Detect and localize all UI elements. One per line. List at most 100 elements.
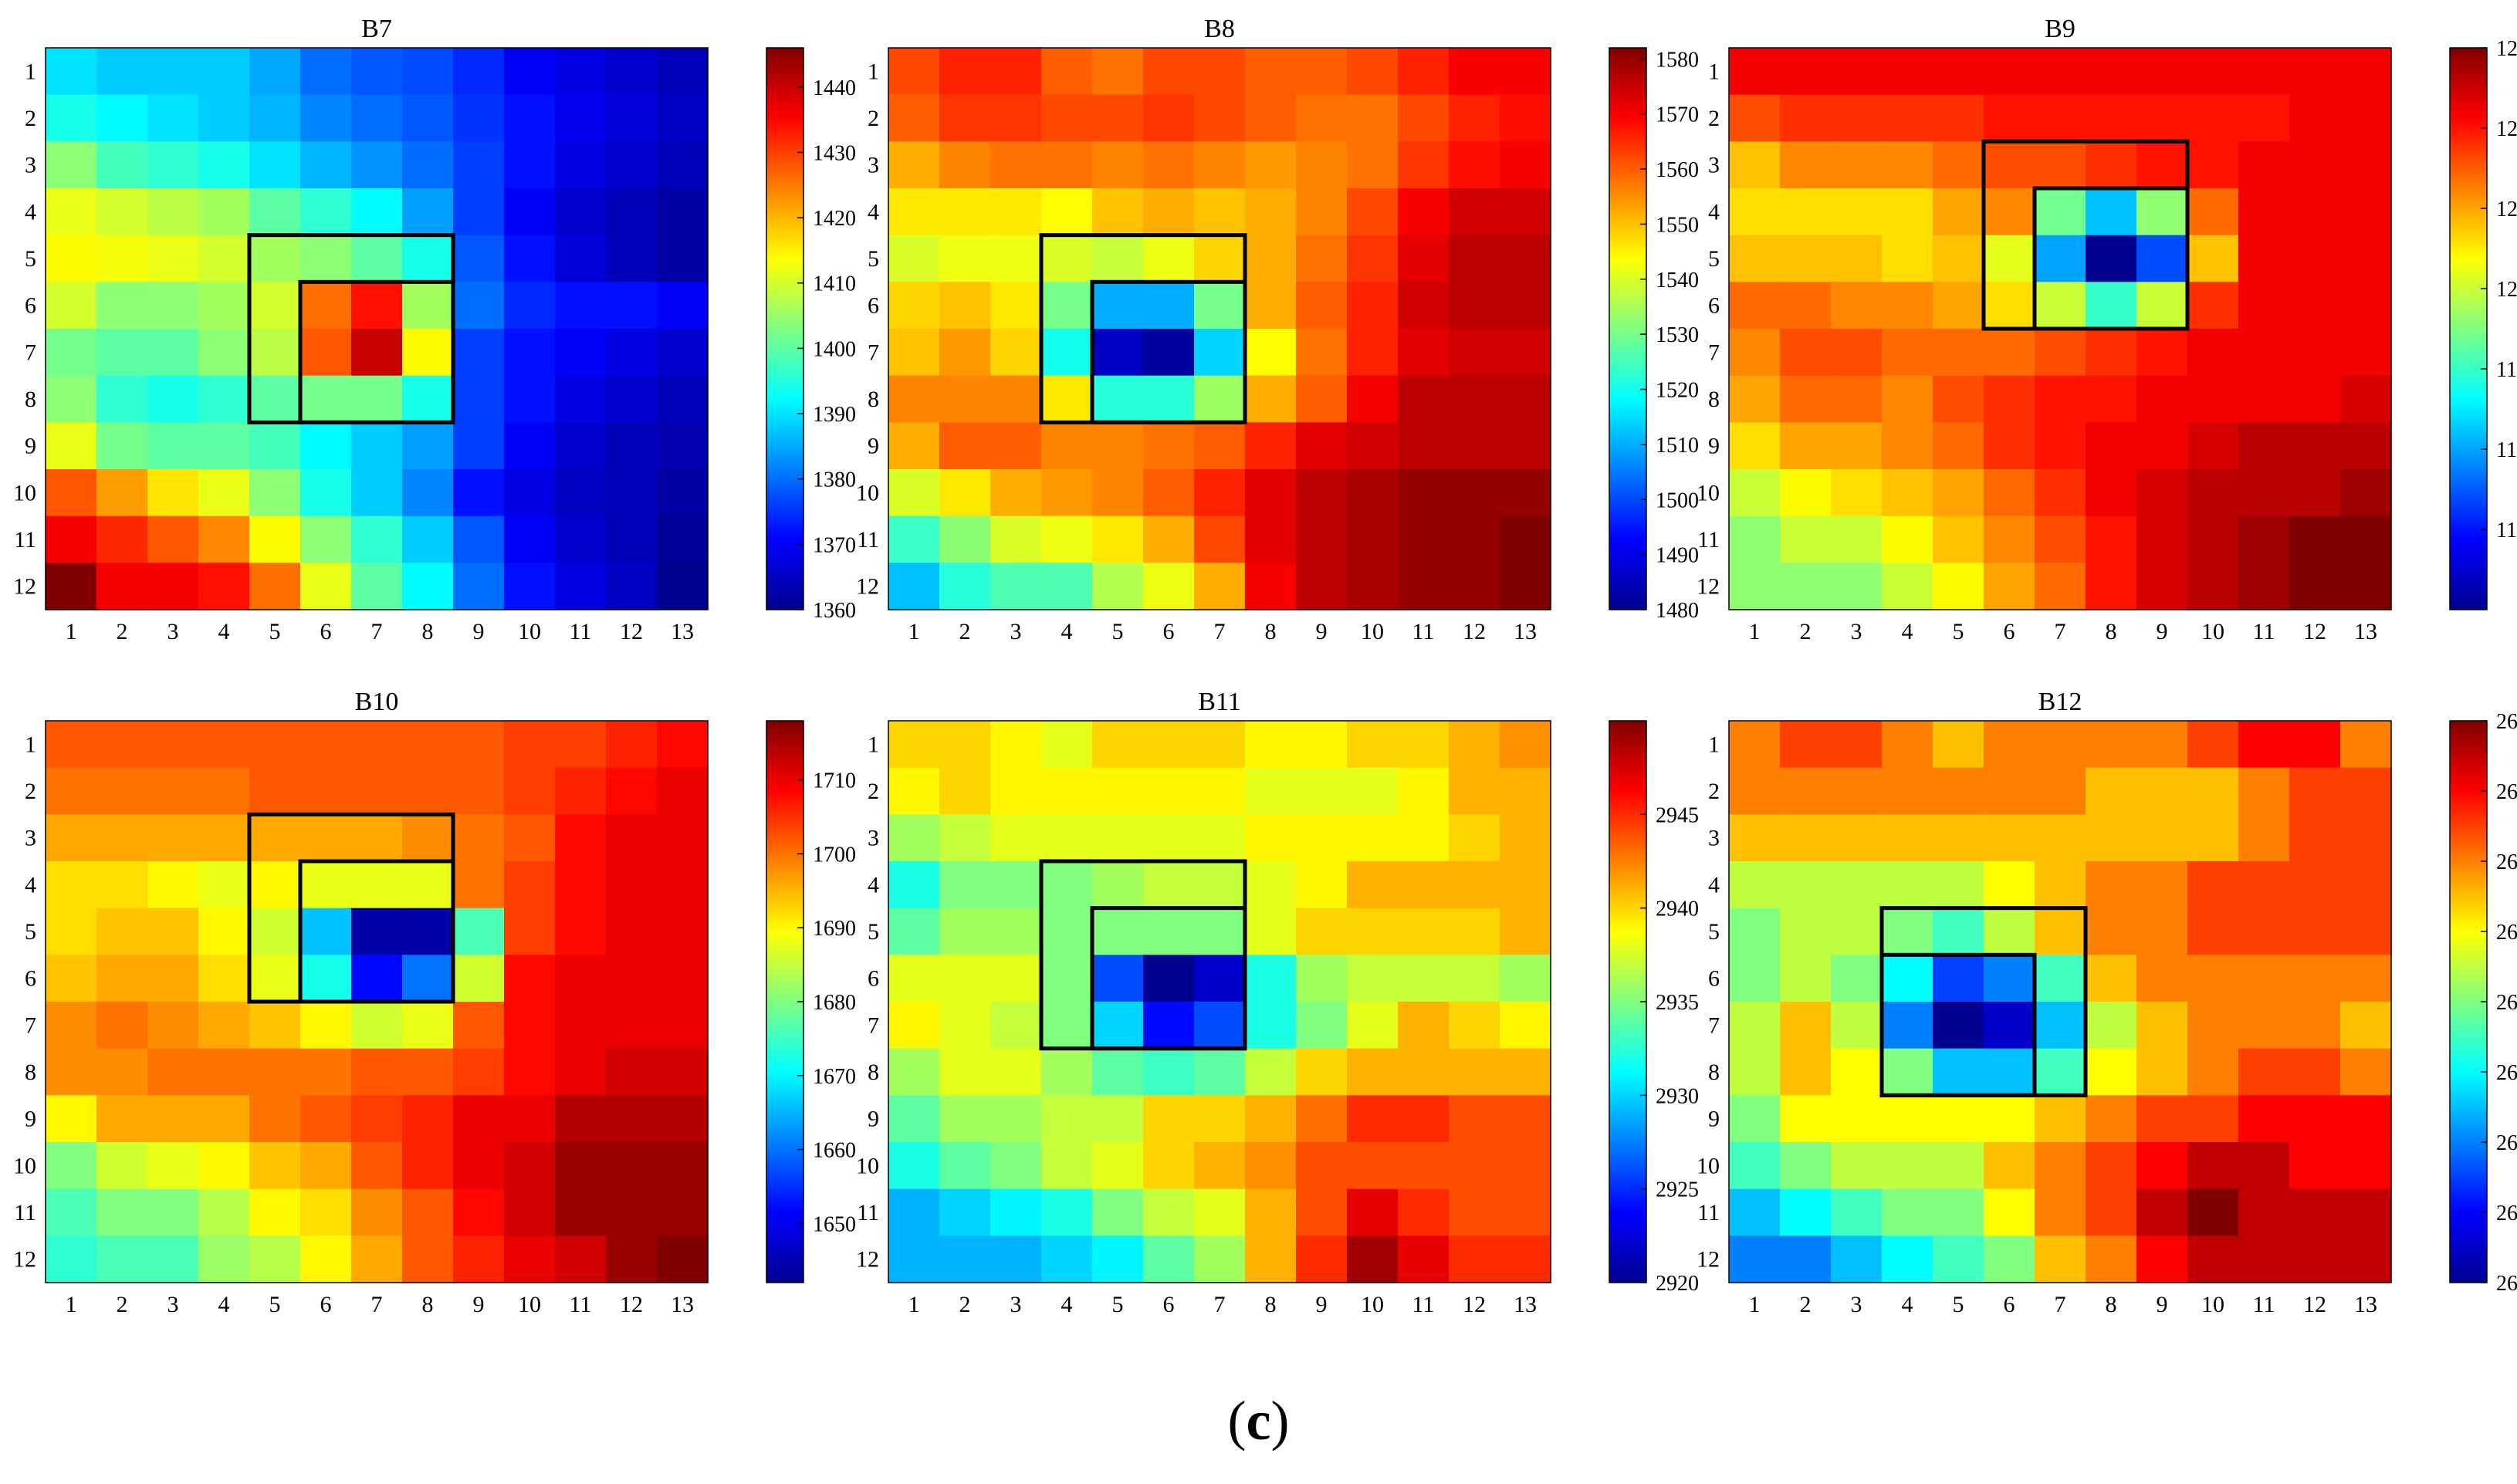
heatmap-cell (2187, 721, 2239, 769)
x-tick-label: 7 (1214, 619, 1226, 644)
y-tick-label: 9 (25, 434, 36, 459)
heatmap-cell (939, 908, 991, 955)
heatmap-cell (1831, 1188, 1883, 1236)
heatmap-cell (1933, 375, 1984, 423)
heatmap-cell (1729, 469, 1781, 517)
colorbar-tick-label: 1490 (1656, 544, 1699, 568)
x-tick-label: 12 (620, 619, 643, 644)
heatmap-cell (1347, 469, 1399, 517)
heatmap-cell (657, 1048, 709, 1096)
heatmap-cell (990, 141, 1042, 189)
heatmap-cell (1398, 235, 1450, 282)
heatmap-cell (2035, 814, 2086, 862)
heatmap-cell (1194, 1142, 1246, 1190)
heatmap-cell (46, 94, 97, 142)
heatmap-cell (606, 908, 658, 955)
heatmap-cell (1041, 282, 1093, 330)
x-tick-label: 2 (1800, 619, 1812, 644)
heatmap-cell (1194, 721, 1246, 769)
heatmap-cell (198, 955, 250, 1002)
y-tick-label: 12 (1697, 574, 1720, 600)
heatmap-cell (2238, 814, 2290, 862)
heatmap-cell (1296, 1095, 1348, 1143)
heatmap-cell (2035, 1142, 2086, 1190)
heatmap-cell (1984, 955, 2035, 1002)
heatmap-cell (1041, 563, 1093, 610)
heatmap-cell (2289, 235, 2341, 282)
heatmap-cell (990, 235, 1042, 282)
heatmap-cell (1984, 188, 2035, 236)
panel-title: B9 (2045, 15, 2076, 43)
heatmap-cell (2187, 94, 2239, 142)
heatmap-cell (1780, 861, 1832, 909)
heatmap-cell (657, 188, 709, 236)
colorbar-tick-label: 1230 (2496, 37, 2517, 61)
heatmap-cell (1041, 375, 1093, 423)
colorbar-tick-label: 1680 (813, 991, 856, 1015)
heatmap-cell (1245, 48, 1297, 96)
heatmap-cell (1933, 861, 1984, 909)
heatmap-cell (300, 141, 352, 189)
heatmap-cell (1092, 767, 1144, 815)
heatmap-cell (46, 767, 97, 815)
colorbar-tick-label: 2920 (1656, 1272, 1699, 1296)
heatmap-cell (1449, 563, 1500, 610)
heatmap-cell (2136, 1048, 2188, 1096)
heatmap-cell (606, 375, 658, 423)
heatmap-cell (2086, 1142, 2137, 1190)
y-tick-label: 6 (868, 293, 879, 319)
heatmap-cell (555, 1048, 607, 1096)
heatmap-cell (1194, 188, 1246, 236)
colorbar-tick-label: 1210 (2496, 198, 2517, 221)
heatmap-cell (1831, 861, 1883, 909)
heatmap-cell (402, 1048, 454, 1096)
x-tick-label: 9 (473, 619, 485, 644)
heatmap-cell (1882, 48, 1933, 96)
heatmap-cell (1347, 908, 1399, 955)
heatmap-cell (46, 469, 97, 517)
x-tick-label: 11 (570, 1292, 592, 1317)
heatmap-cell (657, 469, 709, 517)
heatmap-cell (990, 375, 1042, 423)
colorbar-tick-label: 1580 (1656, 48, 1699, 72)
heatmap-cell (657, 329, 709, 377)
colorbar-tick-label: 1710 (813, 769, 856, 793)
heatmap-cell (606, 422, 658, 470)
heatmap-cell (1245, 1095, 1297, 1143)
heatmap-cell (147, 422, 199, 470)
heatmap-cell (939, 375, 991, 423)
heatmap-cell (249, 908, 301, 955)
heatmap-cell (402, 1188, 454, 1236)
x-tick-label: 1 (908, 1292, 920, 1317)
colorbar-tick-label: 1670 (813, 1065, 856, 1089)
heatmap-cell (1882, 721, 1933, 769)
heatmap-cell (1245, 563, 1297, 610)
heatmap-cell (1780, 94, 1832, 142)
heatmap-cell (46, 563, 97, 610)
heatmap-cell (990, 1236, 1042, 1283)
heatmap-cell (1143, 814, 1195, 862)
y-tick-label: 1 (25, 59, 36, 84)
heatmap-cell (2238, 908, 2290, 955)
heatmap-cell (402, 861, 454, 909)
x-tick-label: 11 (1412, 619, 1435, 644)
heatmap-cell (2035, 1236, 2086, 1283)
heatmap-cell (1092, 1048, 1144, 1096)
heatmap-cell (2187, 563, 2239, 610)
heatmap-cell (657, 235, 709, 282)
panel-b9: B912345678910111213123456789101112117011… (1697, 15, 2517, 644)
colorbar-tick-label: 1520 (1656, 379, 1699, 403)
heatmap-cell (46, 908, 97, 955)
heatmap-cell (300, 721, 352, 769)
heatmap-cell (2086, 908, 2137, 955)
heatmap-cell (1041, 235, 1093, 282)
heatmap-cell (402, 1002, 454, 1050)
heatmap-cell (1041, 516, 1093, 563)
heatmap-cell (1347, 721, 1399, 769)
heatmap-cell (1729, 861, 1781, 909)
heatmap-cell (1984, 1236, 2035, 1283)
heatmap-cell (1143, 141, 1195, 189)
heatmap-cell (939, 1236, 991, 1283)
heatmap-cell (1449, 721, 1500, 769)
